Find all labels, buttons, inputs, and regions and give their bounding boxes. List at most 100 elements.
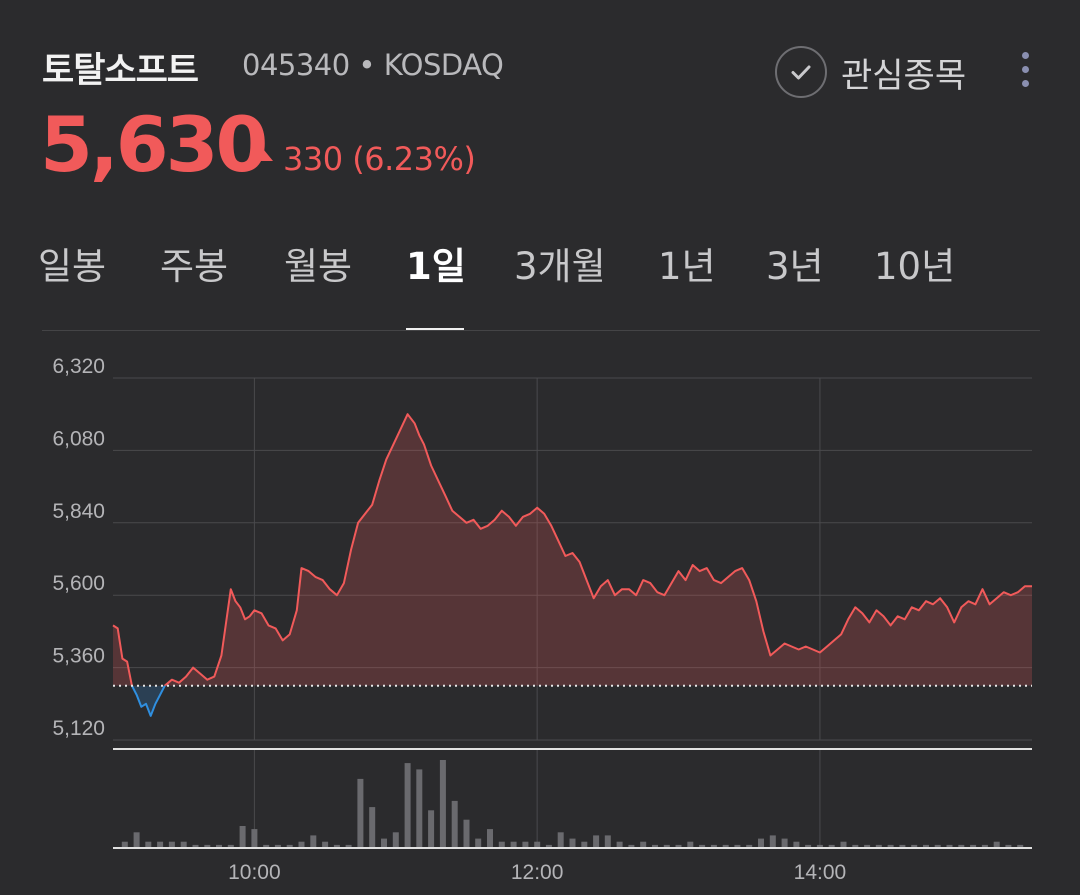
volume-bar (204, 844, 211, 848)
volume-bar (475, 838, 482, 848)
x-tick-label: 12:00 (511, 861, 564, 884)
volume-bar (722, 844, 729, 848)
volume-bar (121, 841, 128, 848)
tabs-divider (42, 330, 1040, 331)
volume-bar (593, 835, 600, 848)
intraday-price-chart[interactable]: 6,320 6,080 5,840 5,600 5,360 5,120 10:00 12:00… (0, 340, 1080, 895)
tab-10years[interactable]: 10년 (874, 245, 956, 288)
volume-bar (604, 835, 611, 848)
volume-bar (416, 769, 423, 848)
volume-bar (828, 844, 835, 848)
volume-bar (628, 844, 635, 848)
y-tick-label: 5,600 (52, 572, 105, 595)
volume-bar (923, 844, 929, 848)
price-area-up (113, 414, 1032, 686)
volume-bar (581, 841, 588, 848)
volume-bar (805, 844, 812, 848)
more-options-icon[interactable] (1014, 52, 1036, 94)
volume-bar (758, 838, 764, 848)
volume-bar (369, 807, 376, 848)
tab-1day[interactable]: 1일 (406, 245, 466, 288)
volume-bar (298, 841, 305, 848)
volume-bar (404, 763, 411, 848)
tab-3months[interactable]: 3개월 (514, 245, 606, 288)
price-change: 330 (6.23%) (255, 140, 476, 178)
volume-bar (734, 844, 741, 848)
volume-bar (439, 760, 446, 848)
price-area-down (131, 685, 165, 716)
price-line-up (112, 413, 1032, 686)
volume-bar (522, 841, 529, 848)
stock-name: 토탈소프트 (42, 51, 199, 91)
volume-bar (769, 835, 776, 848)
volume-bar (274, 844, 281, 848)
volume-bar (887, 844, 894, 848)
tab-3years[interactable]: 3년 (766, 245, 824, 288)
volume-bar (746, 844, 753, 848)
volume-bar (239, 826, 246, 848)
volume-bar (934, 844, 941, 848)
stock-header: 토탈소프트 045340 • KOSDAQ 관심종목 (42, 38, 1042, 98)
volume-bar (781, 838, 788, 848)
volume-bar (381, 838, 387, 848)
tab-weekly[interactable]: 주봉 (160, 245, 229, 288)
volume-bar (852, 844, 859, 848)
volume-bar (498, 841, 505, 848)
volume-bar (357, 778, 364, 848)
volume-bar (970, 844, 977, 848)
volume-bar (958, 844, 965, 848)
y-tick-label: 6,320 (52, 355, 105, 378)
volume-bar (168, 841, 175, 848)
x-tick-label: 14:00 (794, 861, 847, 884)
volume-bar (263, 844, 270, 848)
volume-bar (322, 841, 329, 848)
check-icon (775, 46, 827, 98)
up-arrow-icon (255, 149, 273, 161)
tab-daily[interactable]: 일봉 (38, 245, 107, 288)
y-tick-label: 5,840 (52, 500, 105, 523)
volume-bar (145, 841, 152, 848)
volume-bar (569, 838, 576, 848)
y-tick-label: 6,080 (52, 427, 105, 450)
volume-bar (192, 844, 199, 848)
tab-monthly[interactable]: 월봉 (284, 245, 353, 288)
current-price: 5,630 (40, 100, 268, 189)
volume-bar (463, 819, 470, 848)
volume-bar (875, 844, 882, 848)
volume-bar (345, 844, 352, 848)
volume-bar (310, 835, 317, 848)
volume-bar (428, 810, 435, 848)
volume-bar (616, 841, 623, 848)
y-tick-label: 5,360 (52, 645, 105, 668)
volume-bar (911, 844, 918, 848)
volume-bar (993, 841, 1000, 848)
volume-bar (640, 841, 647, 848)
volume-bar (1005, 844, 1012, 848)
volume-bar (663, 844, 670, 848)
volume-bar (286, 844, 293, 848)
active-tab-indicator (406, 328, 464, 331)
volume-bar (699, 844, 706, 848)
stock-code-market: 045340 • KOSDAQ (242, 48, 504, 82)
volume-bar (227, 844, 234, 848)
tab-1year[interactable]: 1년 (658, 245, 716, 288)
volume-bar (545, 844, 552, 848)
volume-bar (840, 841, 847, 848)
volume-bar (816, 844, 823, 848)
volume-bar (864, 844, 871, 848)
watchlist-button[interactable]: 관심종목 (775, 44, 966, 100)
volume-bar (793, 841, 800, 848)
volume-bar (392, 832, 399, 848)
volume-bar (251, 829, 258, 848)
volume-bar (710, 844, 717, 848)
volume-bar (899, 844, 906, 848)
volume-bar (981, 844, 988, 848)
volume-bar (216, 844, 222, 848)
volume-bar (451, 800, 458, 848)
period-tabs: 일봉 주봉 월봉 1일 3개월 1년 3년 10년 (38, 232, 1040, 332)
volume-bar (1017, 844, 1024, 848)
volume-bar (133, 832, 140, 848)
x-tick-label: 10:00 (228, 861, 281, 884)
volume-bar (675, 844, 682, 848)
y-tick-label: 5,120 (52, 717, 105, 740)
